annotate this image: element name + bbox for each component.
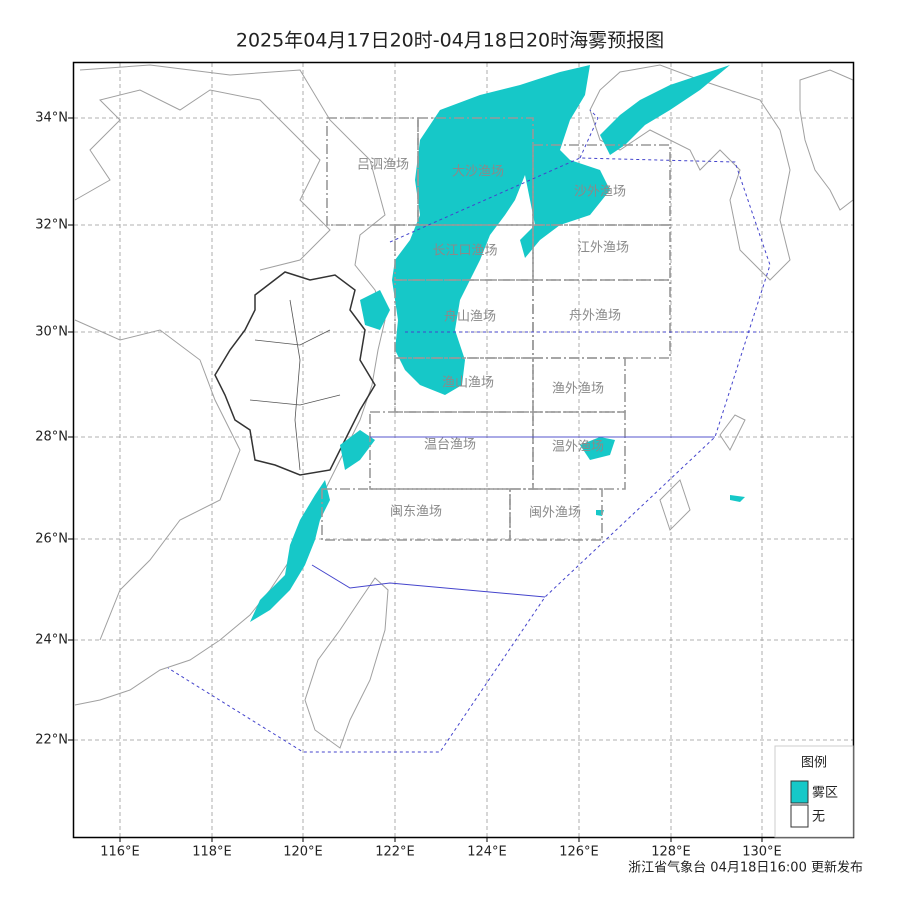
x-axis-label: 126°E [559,845,599,860]
legend-swatch [790,780,809,804]
x-axis-label: 122°E [375,845,415,860]
y-axis-label: 22°N [35,733,68,748]
y-axis-label: 30°N [35,325,68,340]
zone-label: 闽外渔场 [529,506,581,521]
zone-boundary [532,411,626,490]
x-axis-label: 116°E [100,845,140,860]
fog-areas [250,65,745,622]
legend-item: 雾区 [812,786,838,801]
y-axis-label: 32°N [35,218,68,233]
zone-label: 长江口渔场 [432,244,497,259]
province-outline [214,271,376,476]
y-axis-label: 26°N [35,532,68,547]
zone-label: 闽东渔场 [390,505,442,520]
x-axis-label: 118°E [192,845,232,860]
zone-boundary [369,411,534,490]
axis-labels: 116°E 118°E 120°E 122°E 124°E 126°E 128°E 130°E… [35,111,782,860]
x-axis-label: 124°E [467,845,507,860]
footer: 浙江省气象台 04月18日16:00 更新发布 [628,860,863,876]
x-axis-label: 130°E [742,845,782,860]
zone-label: 渔山渔场 [442,376,494,391]
zone-label: 吕泗渔场 [357,158,409,173]
zone-label: 舟外渔场 [569,309,621,324]
warning-lines [167,109,771,753]
zone-label: 渔外渔场 [552,382,604,397]
y-axis-label: 28°N [35,430,68,445]
zone-boundary [509,488,603,541]
zone-label: 江外渔场 [577,241,629,256]
zone-label: 温外渔场 [552,440,604,455]
legend: 图例 雾区 无 [774,745,854,838]
zone-boundary [532,144,671,226]
legend-title: 图例 [801,756,827,771]
legend-item: 无 [812,810,825,825]
legend-swatch [790,804,809,828]
zone-label: 沙外渔场 [574,185,626,200]
y-axis-label: 24°N [35,633,68,648]
x-axis-label: 120°E [283,845,323,860]
legend-box [774,745,854,838]
map-title: 2025年04月17日20时-04月18日20时海雾预报图 [236,30,664,52]
coastline [74,64,854,749]
city-borders [249,299,341,471]
x-axis-label: 128°E [651,845,691,860]
zone-label: 温台渔场 [424,438,476,453]
map-frame [72,61,855,839]
zone-label: 舟山渔场 [444,310,496,325]
zone-label: 大沙渔场 [452,165,504,180]
y-axis-label: 34°N [35,111,68,126]
zone-boundary [326,117,419,226]
graticule [74,63,853,837]
zone-boundary [321,488,511,541]
zone-boundary [532,357,626,413]
